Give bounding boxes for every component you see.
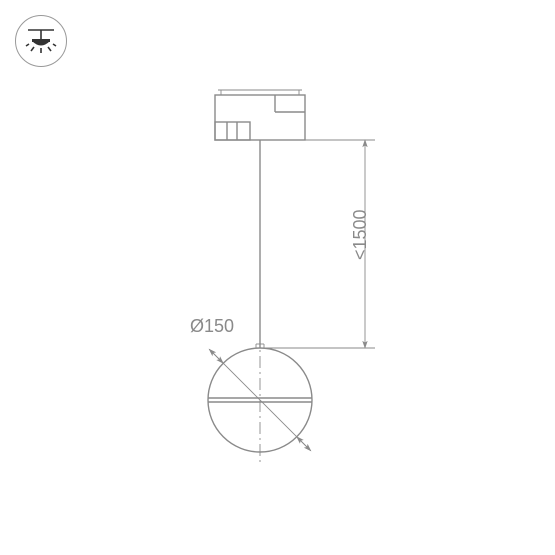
height-dimension-label: <1500 bbox=[350, 209, 371, 260]
fixture-type-icon bbox=[15, 15, 67, 67]
technical-drawing-page: Ø150 <1500 bbox=[0, 0, 555, 555]
dimension-drawing bbox=[0, 0, 555, 555]
diameter-dimension-label: Ø150 bbox=[190, 316, 234, 337]
